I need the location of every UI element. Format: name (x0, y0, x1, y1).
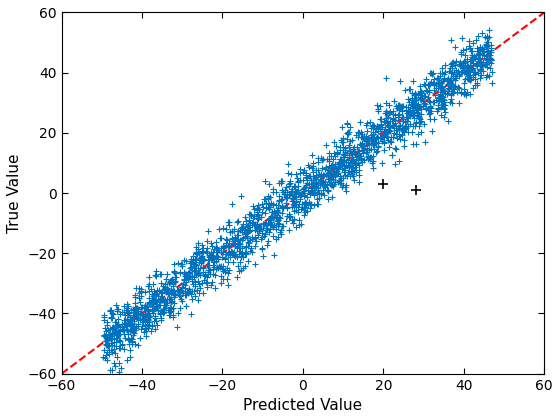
X-axis label: Predicted Value: Predicted Value (244, 398, 362, 413)
Y-axis label: True Value: True Value (7, 153, 22, 233)
